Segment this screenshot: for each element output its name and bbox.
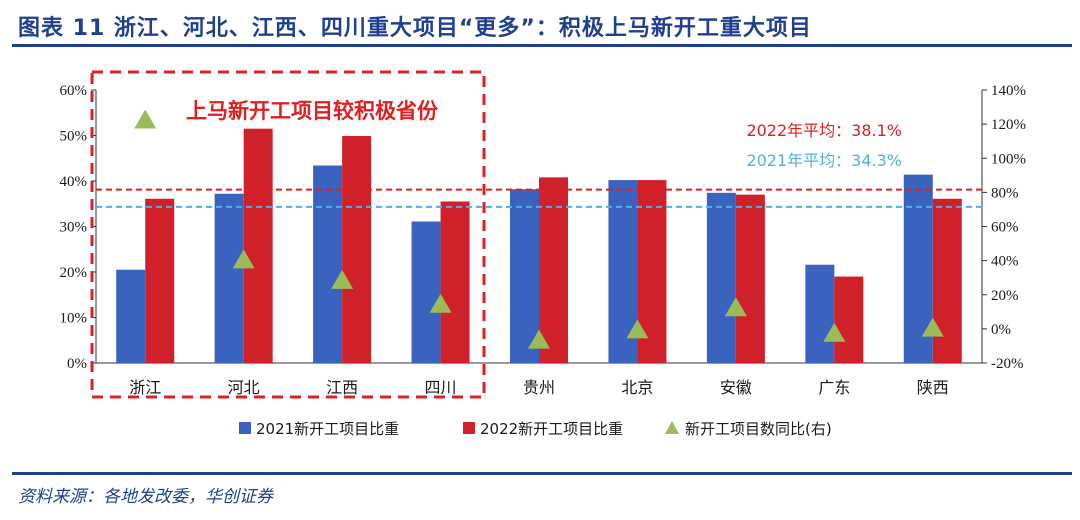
y-right-tick-label: -20% — [991, 356, 1024, 372]
avg-2022-label: 2022年平均：38.1% — [746, 121, 902, 140]
bar-2021-河北 — [214, 193, 244, 363]
y-left-tick-label: 10% — [60, 311, 88, 327]
x-category-label: 浙江 — [129, 378, 161, 397]
source-note: 资料来源：各地发改委，华创证券 — [18, 487, 273, 507]
bar-2022-贵州 — [539, 177, 568, 363]
growth-marker-广东 — [823, 322, 846, 342]
y-left-tick-label: 30% — [60, 220, 88, 236]
y-right-tick-label: 60% — [991, 220, 1019, 236]
y-right-tick-label: 40% — [991, 254, 1019, 270]
y-left-tick-label: 60% — [60, 83, 88, 99]
y-left-tick-label: 40% — [60, 174, 88, 190]
legend-label-2021: 2021新开工项目比重 — [256, 420, 399, 438]
legend-label-growth: 新开工项目数同比(右) — [685, 420, 832, 438]
x-category-label: 安徽 — [720, 378, 752, 397]
growth-marker-江西 — [331, 269, 354, 289]
highlight-label: 上马新开工项目较积极省份 — [186, 99, 439, 123]
x-category-label: 陕西 — [917, 378, 949, 397]
legend-label-2022: 2022新开工项目比重 — [480, 420, 623, 438]
bar-2022-浙江 — [145, 198, 175, 363]
x-category-label: 广东 — [818, 378, 850, 397]
source-rule — [12, 472, 1072, 475]
bar-2021-浙江 — [116, 269, 146, 363]
avg-2021-label: 2021年平均：34.3% — [746, 151, 902, 170]
x-category-label: 贵州 — [523, 378, 555, 397]
y-right-tick-label: 120% — [991, 117, 1026, 133]
y-right-tick-label: 80% — [991, 185, 1019, 201]
chart-canvas: 0% 10% 20% 30% 40% 50% 60% -20% 0% 20% 40% 60% 80% 10… — [60, 70, 1026, 438]
growth-marker-河北 — [232, 249, 255, 269]
growth-marker-北京 — [626, 319, 649, 339]
y-right-tick-label: 100% — [991, 151, 1026, 167]
bar-2022-陕西 — [932, 198, 962, 363]
y-right-tick-label: 20% — [991, 288, 1019, 304]
bar-2021-安徽 — [706, 192, 736, 363]
bar-2022-江西 — [342, 135, 372, 363]
legend-swatch-growth — [665, 421, 679, 434]
y-right-tick-label: 0% — [991, 322, 1011, 338]
bar-2022-广东 — [834, 276, 864, 363]
y-left-tick-label: 0% — [67, 356, 87, 372]
bar-2022-河北 — [243, 128, 273, 363]
growth-marker-安徽 — [724, 297, 747, 317]
growth-marker-贵州 — [528, 329, 550, 349]
y-left-tick-label: 50% — [60, 129, 88, 145]
bar-2021-四川 — [411, 221, 441, 363]
growth-marker-浙江 — [134, 109, 157, 129]
legend-swatch-2021 — [239, 422, 251, 434]
bar-2022-四川 — [440, 201, 470, 363]
bar-2021-广东 — [805, 264, 835, 363]
y-left-tick-label: 20% — [60, 265, 88, 281]
figure-title: 图表 11 浙江、河北、江西、四川重大项目“更多”：积极上马新开工重大项目 — [18, 16, 812, 41]
x-category-label: 河北 — [228, 378, 260, 397]
x-category-label: 江西 — [326, 378, 358, 397]
bar-2021-贵州 — [510, 189, 539, 363]
x-category-label: 北京 — [621, 378, 653, 397]
growth-marker-陕西 — [921, 317, 944, 337]
bar-2021-江西 — [313, 165, 343, 363]
y-right-tick-label: 140% — [991, 83, 1026, 99]
x-category-label: 四川 — [425, 378, 457, 397]
bar-2022-安徽 — [735, 194, 765, 363]
title-rule — [12, 44, 1072, 47]
growth-marker-四川 — [429, 293, 452, 313]
legend-swatch-2022 — [463, 422, 475, 434]
